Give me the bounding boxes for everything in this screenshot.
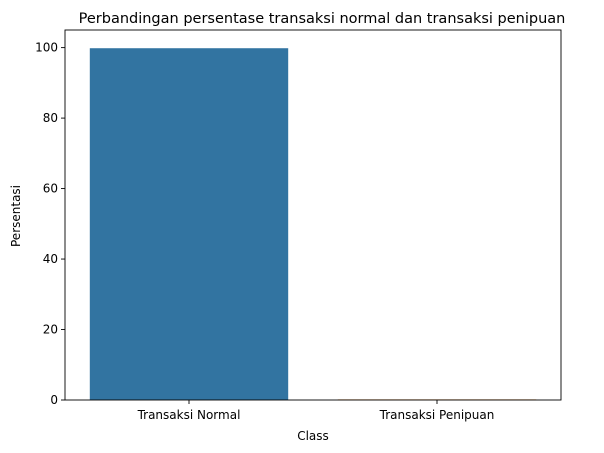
- y-tick-label: 80: [43, 111, 58, 125]
- x-tick-label: Transaksi Normal: [137, 408, 241, 422]
- y-tick-label: 40: [43, 252, 58, 266]
- y-tick-label: 0: [50, 393, 58, 407]
- chart-title: Perbandingan persentase transaksi normal…: [79, 11, 566, 27]
- x-axis-label: Class: [297, 429, 329, 443]
- x-tick-label: Transaksi Penipuan: [379, 408, 495, 422]
- y-tick-label: 60: [43, 182, 58, 196]
- y-tick-label: 20: [43, 323, 58, 337]
- x-axis-ticks: Transaksi Normal Transaksi Penipuan: [137, 400, 495, 422]
- plot-frame: [64, 29, 562, 401]
- bars-group: [89, 48, 537, 401]
- bar-transaksi-normal: [89, 48, 289, 401]
- y-axis-ticks: 0 20 40 60 80 100: [35, 41, 65, 407]
- y-tick-label: 100: [35, 41, 58, 55]
- y-axis-label: Persentasi: [9, 185, 23, 247]
